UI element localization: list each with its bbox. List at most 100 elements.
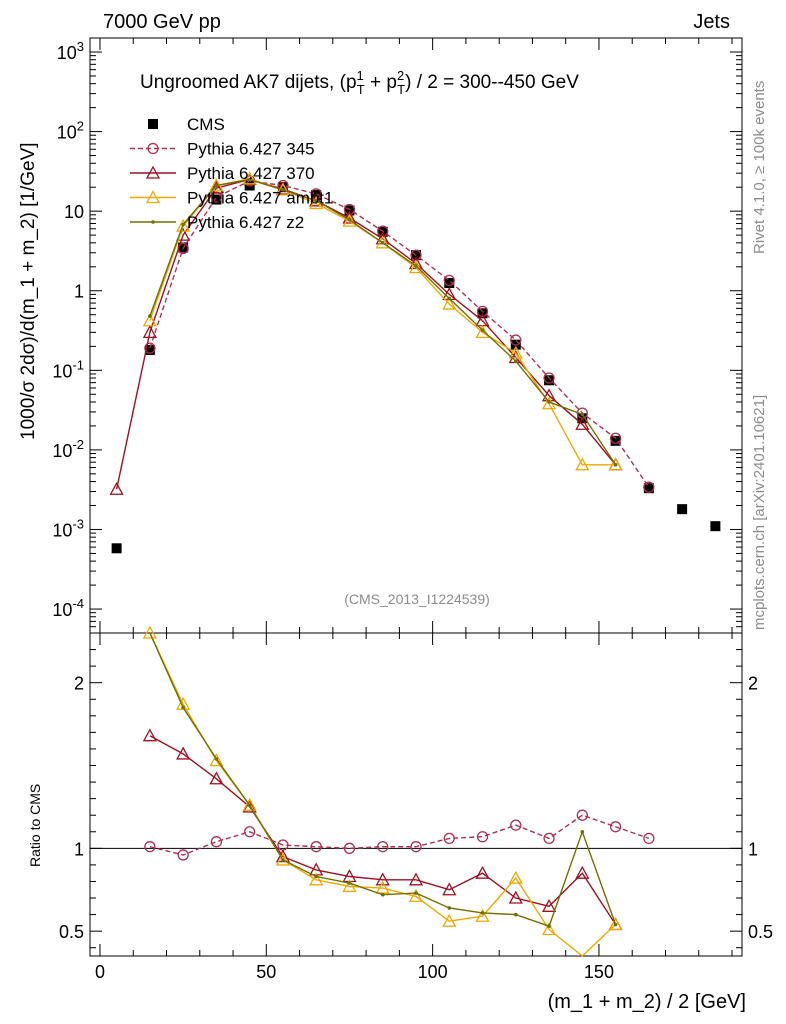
y-tick-label: 103 — [57, 39, 84, 63]
y-tick-label: 10-3 — [52, 516, 84, 540]
data-point-p345 — [144, 841, 156, 853]
data-point-cms — [111, 543, 122, 554]
data-point-ambt1 — [575, 457, 590, 471]
data-point-cms — [677, 504, 688, 515]
header-right: Jets — [693, 11, 730, 33]
data-point-z2 — [613, 922, 618, 927]
data-point-z2 — [447, 296, 452, 301]
side-rivet-label: Rivet 4.1.0, ≥ 100k events — [751, 81, 768, 254]
x-tick-label: 100 — [418, 962, 448, 982]
data-point-ambt1 — [508, 870, 523, 884]
legend-label-p345: Pythia 6.427 345 — [187, 140, 315, 159]
data-point-ambt1 — [541, 922, 557, 936]
data-point-ambt1 — [309, 872, 324, 886]
data-point-z2 — [513, 912, 518, 917]
data-point-p345 — [643, 832, 655, 845]
data-point-ambt1 — [608, 917, 623, 931]
data-point-p345 — [343, 842, 356, 854]
data-point-cms — [643, 483, 654, 494]
legend-marker-p345 — [147, 142, 159, 155]
data-point-ambt1 — [142, 625, 157, 639]
data-point-p345 — [410, 841, 422, 853]
data-point-p370 — [475, 865, 490, 879]
data-point-z2 — [281, 858, 285, 862]
data-point-ambt1 — [442, 913, 457, 927]
series-line-p370 — [115, 178, 617, 490]
data-point-p345 — [443, 274, 455, 287]
data-point-z2 — [580, 829, 585, 834]
data-point-ambt1 — [442, 296, 457, 310]
data-point-p345 — [310, 188, 322, 200]
data-point-z2 — [281, 188, 285, 192]
data-point-p345 — [210, 836, 223, 848]
data-point-z2 — [247, 803, 252, 808]
data-point-ambt1 — [408, 889, 424, 903]
data-point-p370 — [408, 872, 424, 886]
data-point-cms — [544, 375, 555, 386]
ratio-y-tick-label: 1 — [74, 839, 84, 859]
y-tick-label: 10 — [64, 202, 84, 222]
data-point-p345 — [543, 372, 555, 384]
data-point-cms — [477, 308, 488, 319]
data-point-p370 — [109, 481, 124, 495]
data-point-p345 — [643, 481, 655, 493]
ratio-ylabel: Ratio to CMS — [27, 784, 43, 867]
data-point-p345 — [144, 342, 156, 354]
data-point-p370 — [242, 799, 257, 813]
data-point-p345 — [510, 819, 522, 831]
data-point-z2 — [613, 462, 618, 467]
data-point-z2 — [214, 183, 219, 188]
data-point-p345 — [377, 841, 389, 853]
data-point-p345 — [210, 191, 223, 203]
ratio-y-tick-label: 0.5 — [59, 922, 84, 942]
data-point-p345 — [177, 849, 189, 861]
data-point-p345 — [310, 841, 322, 853]
ratio-plot-frame — [89, 632, 743, 957]
data-point-z2 — [347, 217, 352, 222]
data-point-ambt1 — [408, 260, 424, 274]
data-point-p345 — [609, 432, 622, 444]
main-panel: 10-4 10-3 10-2 10-1 1 10 102 103 — [52, 37, 743, 956]
y-tick-label: 102 — [57, 119, 84, 143]
data-point-p370 — [442, 882, 457, 896]
data-point-cms — [144, 345, 155, 356]
data-point-z2 — [480, 911, 485, 915]
data-point-z2 — [148, 314, 152, 318]
series-line-p370 — [149, 735, 617, 925]
legend-marker-p370 — [145, 165, 161, 179]
data-point-ambt1 — [508, 345, 523, 359]
data-point-cms — [211, 194, 222, 205]
data-point-z2 — [380, 241, 385, 245]
y-tick-label: 10-1 — [52, 357, 84, 381]
data-point-p370 — [508, 890, 523, 904]
x-tick-label: 0 — [95, 962, 105, 982]
data-point-ambt1 — [475, 908, 490, 922]
data-point-p370 — [209, 771, 224, 785]
data-point-cms — [710, 521, 721, 532]
data-point-p345 — [609, 821, 622, 833]
data-point-cms — [610, 435, 621, 446]
data-point-p370 — [575, 865, 590, 879]
data-point-z2 — [547, 400, 551, 404]
data-point-z2 — [214, 757, 219, 761]
data-point-p370 — [575, 416, 590, 430]
y-tick-label: 1 — [74, 282, 84, 302]
legend: CMS Pythia 6.427 345 Pythia 6.427 370 Pythi… — [130, 115, 333, 232]
data-point-p345 — [476, 305, 489, 318]
legend-label-ambt1: Pythia 6.427 ambt1 — [187, 189, 333, 208]
data-point-ambt1 — [342, 213, 357, 227]
data-point-ambt1 — [275, 852, 291, 866]
data-point-z2 — [247, 177, 252, 182]
data-point-p370 — [541, 898, 557, 912]
data-point-p370 — [375, 872, 390, 886]
legend-label-cms: CMS — [187, 115, 225, 134]
data-point-p345 — [410, 249, 422, 261]
data-point-p345 — [476, 831, 489, 843]
data-point-cms — [344, 205, 355, 216]
data-point-z2 — [447, 906, 452, 910]
analysis-id: (CMS_2013_I1224539) — [344, 591, 490, 607]
data-point-p370 — [142, 324, 157, 338]
data-point-p345 — [510, 334, 522, 346]
data-point-ambt1 — [242, 797, 257, 811]
